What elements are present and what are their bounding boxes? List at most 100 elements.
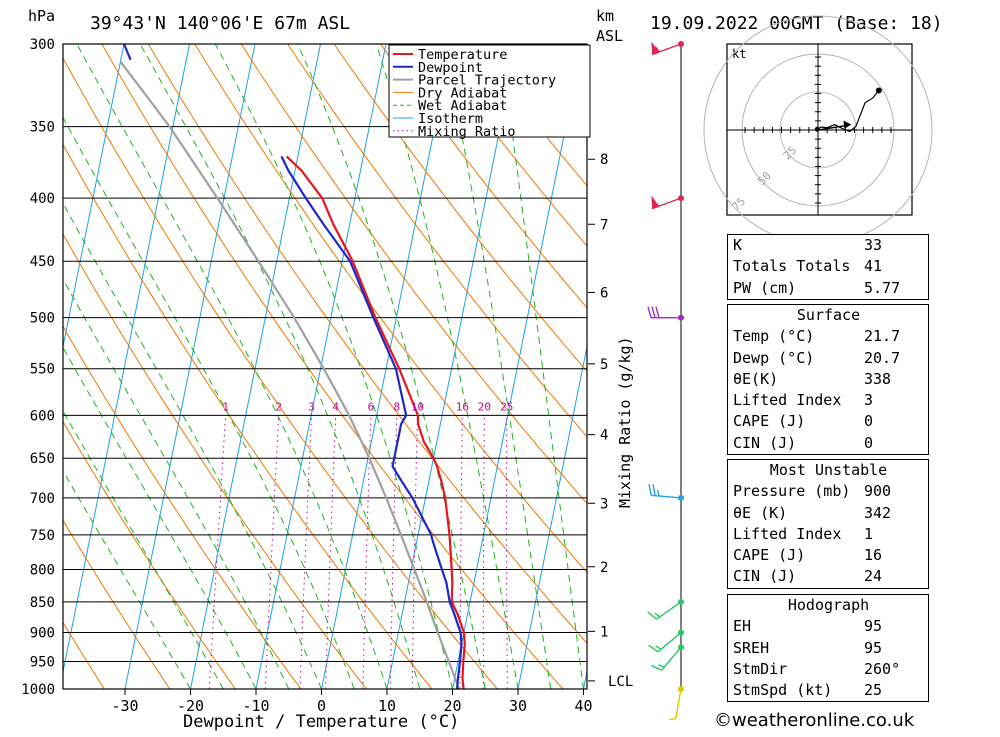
asl-label: ASL bbox=[596, 27, 623, 45]
isotherm-line bbox=[125, 44, 255, 689]
wind-barb-full bbox=[648, 484, 652, 495]
isotherm-line bbox=[0, 44, 124, 689]
pressure-tick-label: 950 bbox=[30, 655, 55, 671]
surface-table: Surface Temp (°C)21.7 Dewp (°C)20.7 θE(K… bbox=[727, 304, 929, 455]
pw-value: 5.77 bbox=[864, 278, 924, 299]
k-value: 33 bbox=[864, 235, 924, 256]
mixing-ratio-line bbox=[483, 415, 484, 689]
hodograph-unit-label: kt bbox=[732, 47, 746, 61]
pressure-tick-label: 500 bbox=[30, 311, 55, 327]
wind-barb-full bbox=[656, 307, 659, 318]
stmspd-row: StmSpd (kt)25 bbox=[728, 680, 928, 701]
km-label: km bbox=[596, 7, 614, 25]
wind-barb-full bbox=[651, 663, 661, 672]
mixing-ratio-line bbox=[326, 415, 336, 689]
pressure-tick-label: 600 bbox=[30, 408, 55, 424]
isotherm-line bbox=[191, 44, 321, 689]
unstable-table: Most Unstable Pressure (mb)900 θE (K)342… bbox=[727, 459, 929, 589]
pressure-tick-label: 400 bbox=[30, 191, 55, 207]
km-tick-label: 6 bbox=[600, 285, 608, 301]
hpa-label: hPa bbox=[28, 7, 55, 25]
isotherm-line bbox=[256, 44, 386, 689]
wind-barb bbox=[649, 624, 681, 654]
wet-adiabat-line bbox=[67, 26, 387, 689]
wind-barb-full bbox=[648, 307, 651, 318]
wind-barb bbox=[648, 484, 682, 498]
wet-adiabat-line bbox=[130, 26, 420, 689]
pw-row: PW (cm)5.77 bbox=[728, 278, 928, 299]
wind-barb-shaft bbox=[658, 633, 681, 652]
surface-cape-row: CAPE (J)0 bbox=[728, 411, 928, 432]
wind-barb-half bbox=[655, 612, 660, 618]
hodograph-endpoint bbox=[876, 87, 882, 93]
km-tick-label: 1 bbox=[600, 624, 608, 640]
pressure-tick-label: 700 bbox=[30, 491, 55, 507]
wind-barb-full bbox=[648, 610, 657, 621]
mixing-ratio-line bbox=[265, 415, 278, 689]
wind-barb bbox=[649, 189, 681, 209]
unstable-theta-row: θE (K)342 bbox=[728, 503, 928, 524]
pressure-tick-label: 850 bbox=[30, 595, 55, 611]
dewpoint-upper-line bbox=[124, 44, 131, 60]
wind-barb-half bbox=[670, 718, 676, 721]
mixing-ratio-label: 10 bbox=[411, 400, 424, 413]
km-tick-label: 8 bbox=[600, 152, 608, 168]
mixing-ratio-line bbox=[300, 415, 312, 689]
dewpoint-line bbox=[282, 156, 462, 689]
pressure-tick-label: 1000 bbox=[21, 682, 55, 698]
copyright[interactable]: ©weatheronline.co.uk bbox=[714, 710, 914, 731]
wind-barb-shaft bbox=[662, 647, 681, 670]
wind-barb-shaft bbox=[656, 602, 681, 619]
datetime-title: 19.09.2022 00GMT (Base: 18) bbox=[650, 13, 943, 34]
mixing-ratio-line bbox=[507, 415, 508, 689]
mixing-ratio-label: 6 bbox=[368, 400, 375, 413]
wind-barb-full bbox=[649, 643, 658, 653]
mixing-ratio-label: 16 bbox=[456, 400, 469, 413]
km-tick-label: 3 bbox=[600, 496, 608, 512]
pressure-tick-label: 450 bbox=[30, 254, 55, 270]
mixing-ratio-label: 25 bbox=[500, 400, 513, 413]
unstable-cin-row: CIN (J)24 bbox=[728, 566, 928, 587]
surface-dewp-row: Dewp (°C)20.7 bbox=[728, 348, 928, 369]
location-title: 39°43'N 140°06'E 67m ASL bbox=[90, 13, 350, 34]
mixing-ratio-label: 4 bbox=[332, 400, 339, 413]
unstable-cape-row: CAPE (J)16 bbox=[728, 545, 928, 566]
temp-tick-label: 40 bbox=[574, 697, 592, 715]
wind-barb-shaft bbox=[651, 495, 681, 498]
temperature-line bbox=[287, 156, 465, 689]
mixing-ratio-line bbox=[209, 415, 225, 689]
mixing-ratio-label: 8 bbox=[393, 400, 400, 413]
km-tick-label: 2 bbox=[600, 560, 608, 576]
pressure-tick-label: 650 bbox=[30, 451, 55, 467]
wind-barb bbox=[649, 35, 681, 55]
isotherm-line bbox=[60, 44, 190, 689]
surface-theta-row: θE(K)338 bbox=[728, 369, 928, 390]
hodograph-title: Hodograph bbox=[728, 595, 928, 616]
dry-adiabat-line bbox=[0, 26, 432, 689]
legend-entry: Mixing Ratio bbox=[418, 124, 516, 140]
surface-temp-row: Temp (°C)21.7 bbox=[728, 326, 928, 347]
x-axis-label: Dewpoint / Temperature (°C) bbox=[183, 712, 459, 732]
mixing-ratio-label: 1 bbox=[222, 400, 229, 413]
km-tick-label: 4 bbox=[600, 428, 608, 444]
pressure-tick-label: 900 bbox=[30, 626, 55, 642]
mixing-ratio-label: 2 bbox=[275, 400, 282, 413]
mixing-ratio-axis-label: Mixing Ratio (g/kg) bbox=[616, 336, 634, 508]
wind-barb bbox=[648, 307, 681, 318]
temp-tick-label: -30 bbox=[111, 697, 138, 715]
mixing-ratio-label: 3 bbox=[308, 400, 315, 413]
surface-title: Surface bbox=[728, 305, 928, 326]
unstable-pres-row: Pressure (mb)900 bbox=[728, 481, 928, 502]
wind-barb-full bbox=[652, 484, 656, 495]
